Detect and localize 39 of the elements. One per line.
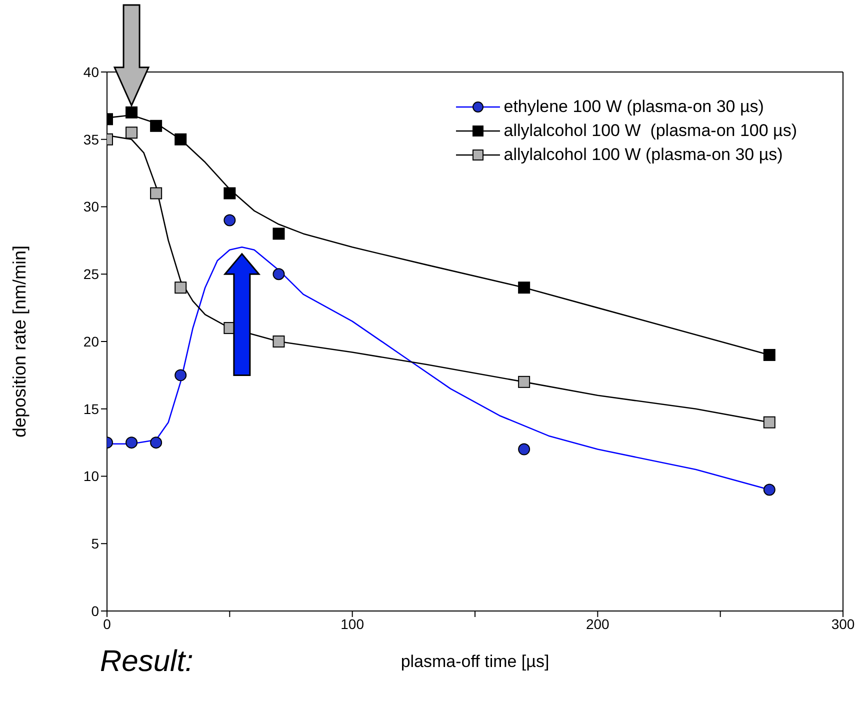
y-tick-label: 25 — [83, 266, 100, 282]
point — [272, 268, 285, 280]
point — [518, 376, 530, 388]
legend-label: ethylene 100 W (plasma-on 30 µs) — [504, 96, 764, 118]
y-tick-label: 0 — [91, 602, 100, 619]
x-tick-label: 300 — [831, 616, 855, 632]
legend-label: allylalcohol 100 W (plasma-on 100 µs) — [504, 120, 797, 142]
y-axis-title: deposition rate [nm/min] — [10, 245, 30, 438]
x-tick-label: 100 — [340, 616, 364, 632]
point — [763, 484, 776, 496]
y-tick-label: 20 — [83, 333, 100, 350]
y-tick-label: 5 — [91, 536, 100, 552]
y-tick-label: 40 — [83, 64, 100, 80]
point — [224, 187, 236, 200]
point — [174, 369, 187, 382]
legend-label: allylalcohol 100 W (plasma-on 30 µs) — [504, 144, 783, 166]
point — [174, 282, 187, 294]
point — [518, 443, 530, 456]
y-tick-label: 10 — [83, 468, 100, 484]
point — [150, 187, 162, 200]
y-tick-label: 30 — [83, 198, 100, 215]
point — [518, 282, 530, 294]
point — [763, 348, 776, 361]
point — [763, 416, 776, 428]
y-tick-label: 15 — [83, 400, 100, 417]
point — [224, 214, 236, 226]
x-tick-label: 0 — [103, 616, 112, 632]
point — [272, 228, 285, 240]
x-axis-title: plasma-off time [µs] — [400, 652, 550, 671]
x-tick-label: 200 — [586, 616, 610, 632]
point — [150, 120, 162, 132]
point — [150, 436, 162, 449]
y-tick-label: 35 — [83, 131, 100, 148]
point — [174, 133, 187, 146]
point — [126, 126, 138, 139]
point — [272, 336, 285, 348]
text: Result: — [100, 645, 194, 679]
point — [126, 106, 138, 118]
point — [126, 436, 138, 449]
